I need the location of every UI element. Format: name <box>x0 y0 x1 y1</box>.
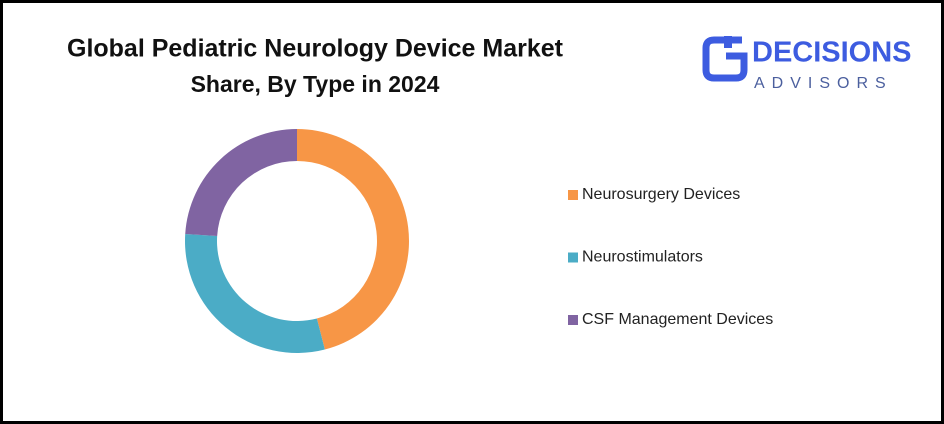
legend-label: Neurostimulators <box>582 249 703 266</box>
chart-title: Global Pediatric Neurology Device Market <box>67 35 564 63</box>
legend-swatch <box>568 252 578 263</box>
legend-swatch <box>568 315 578 325</box>
logo-name: DECISIONS <box>752 37 912 69</box>
logo: DECISIONS ADVISORS <box>702 36 912 92</box>
logo-tagline: ADVISORS <box>754 75 893 92</box>
donut-segment <box>185 233 325 353</box>
legend-swatch <box>568 190 578 200</box>
legend-label: Neurosurgery Devices <box>582 186 740 203</box>
donut-segment <box>185 129 297 236</box>
chart-subtitle: Share, By Type in 2024 <box>191 71 440 97</box>
logo-icon-bar <box>724 36 732 48</box>
legend-label: CSF Management Devices <box>582 311 773 328</box>
logo-icon <box>702 36 748 82</box>
donut-segment <box>297 129 410 350</box>
